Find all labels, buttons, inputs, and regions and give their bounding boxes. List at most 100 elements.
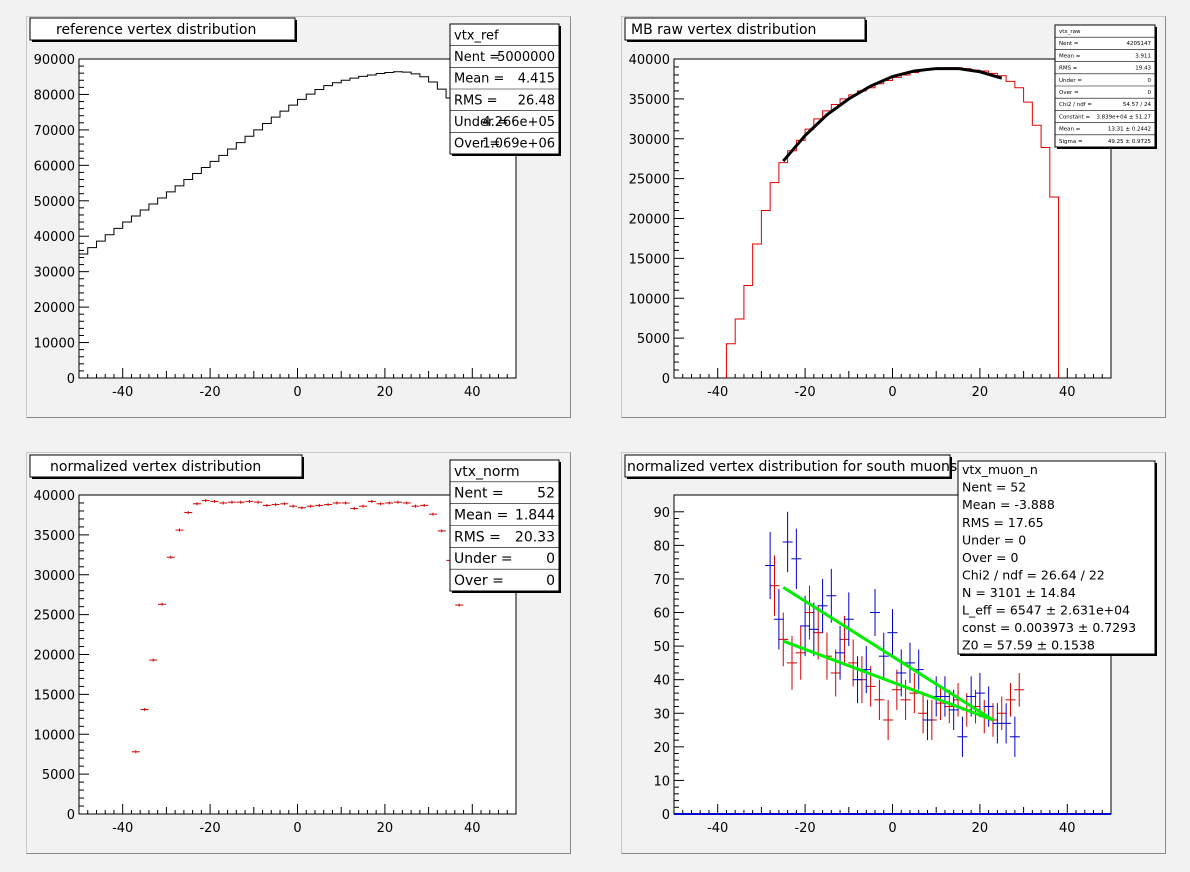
- stats-label: vtx_norm: [454, 464, 520, 480]
- stats-label: Under =: [1059, 78, 1082, 84]
- stats-value: 3.839e+04 ± 51.27: [1096, 114, 1151, 120]
- stats-value: 4205147: [1127, 41, 1152, 47]
- plot-title: normalized vertex distribution for south…: [627, 459, 957, 475]
- stats-value: 1.069e+06: [482, 137, 555, 152]
- x-tick-label: -40: [112, 821, 133, 836]
- y-tick-label: 0: [67, 808, 75, 823]
- chart-p2: 0500010000150002000025000300003500040000…: [624, 17, 1157, 400]
- stats-label: Over = 0: [962, 550, 1018, 565]
- stats-value: 3.911: [1135, 53, 1151, 59]
- stats-value: 5000000: [497, 50, 555, 65]
- stats-value: 0: [546, 551, 555, 567]
- x-tick-label: -40: [112, 385, 133, 400]
- stats-label: L_eff = 6547 ± 2.631e+04: [962, 603, 1130, 618]
- plot-title: normalized vertex distribution: [50, 459, 261, 475]
- stats-label: Over =: [454, 573, 504, 589]
- x-tick-label: 0: [293, 385, 301, 400]
- y-tick-label: 80000: [34, 88, 75, 103]
- y-tick-label: 10000: [629, 292, 670, 307]
- stats-label: Over =: [454, 137, 500, 152]
- x-tick-label: 40: [464, 385, 481, 400]
- stats-label: const = 0.003973 ± 0.7293: [962, 620, 1136, 635]
- x-tick-label: 40: [1059, 821, 1076, 836]
- fit-line: [782, 586, 994, 722]
- stats-value: 1.844: [515, 507, 555, 523]
- chart-p1: 0 10000 20000 30000 40000 50000 60000 70000 8000…: [29, 17, 561, 400]
- fit-curve: [782, 67, 1003, 163]
- y-tick-label: 0: [67, 372, 75, 387]
- stats-label: vtx_ref: [454, 28, 499, 43]
- stats-value: 54.57 / 24: [1123, 102, 1152, 108]
- title-box: [29, 454, 303, 478]
- stats-label: Chi2 / ndf = 26.64 / 22: [962, 567, 1105, 582]
- x-tick-label: -20: [794, 821, 815, 836]
- stats-value: 49.25 ± 0.9725: [1108, 139, 1152, 145]
- title-box: [29, 17, 296, 41]
- x-tick-label: 20: [377, 821, 394, 836]
- stats-label: Mean = -3.888: [962, 497, 1055, 512]
- plot-frame: [78, 494, 517, 815]
- stats-label: Constant =: [1059, 114, 1090, 120]
- y-tick-label: 80: [653, 539, 670, 554]
- y-tick-label: 35000: [629, 93, 670, 108]
- x-tick-label: 0: [293, 821, 301, 836]
- x-tick-label: 0: [888, 821, 896, 836]
- stats-value: 0: [1148, 90, 1152, 96]
- chart-p4: 0 10 20 30 40 50 60 70 80 90 -40 -20 0 20 40 normalized…: [624, 454, 1157, 836]
- stats-label: Z0 = 57.59 ± 0.1538: [962, 638, 1095, 653]
- stats-label: Mean =: [1059, 53, 1081, 59]
- stats-value: 26.48: [518, 93, 555, 108]
- y-tick-label: 90000: [34, 53, 75, 68]
- y-tick-label: 90: [653, 506, 670, 521]
- title-box: [624, 17, 866, 41]
- y-tick-label: 40000: [34, 489, 75, 504]
- stats-value: 52: [537, 486, 555, 502]
- stats-label: Under =: [454, 115, 508, 130]
- stats-value: 19.43: [1135, 66, 1151, 72]
- histogram-line: [725, 67, 1060, 378]
- x-tick-label: -20: [199, 385, 220, 400]
- stats-value: 20.33: [515, 529, 555, 545]
- y-tick-label: 50: [653, 640, 670, 655]
- stats-label: Nent =: [1059, 41, 1079, 47]
- stats-label: Under =: [454, 551, 513, 567]
- stats-label: Over =: [1059, 90, 1079, 96]
- y-tick-label: 10000: [34, 337, 75, 352]
- x-tick-label: 40: [1059, 385, 1076, 400]
- stats-label: RMS =: [454, 93, 498, 108]
- y-tick-label: 15000: [34, 688, 75, 703]
- y-tick-label: 5000: [42, 768, 75, 783]
- stats-label: RMS =: [454, 529, 501, 545]
- stats-value: 4.415: [518, 72, 555, 87]
- plot-frame: [673, 58, 1112, 379]
- x-tick-label: -20: [794, 385, 815, 400]
- y-tick-label: 30000: [34, 569, 75, 584]
- stats-label: Nent = 52: [962, 480, 1026, 495]
- stats-label: Chi2 / ndf =: [1059, 102, 1092, 108]
- stats-label: Sigma =: [1059, 139, 1083, 145]
- chart-p3: 0500010000150002000025000300003500040000…: [29, 454, 561, 836]
- x-tick-label: 0: [888, 385, 896, 400]
- x-tick-label: 40: [464, 821, 481, 836]
- x-tick-label: 20: [972, 821, 989, 836]
- y-tick-label: 0: [662, 808, 670, 823]
- stats-label: Mean =: [1059, 127, 1081, 133]
- y-tick-label: 70: [653, 573, 670, 588]
- y-tick-label: 60000: [34, 159, 75, 174]
- stats-label: Nent =: [454, 50, 500, 65]
- plot-frame: [78, 58, 517, 379]
- y-tick-label: 20: [653, 741, 670, 756]
- y-tick-label: 10: [653, 774, 670, 789]
- y-tick-label: 20000: [629, 213, 670, 228]
- stats-label: Nent =: [454, 486, 504, 502]
- y-tick-label: 40: [653, 674, 670, 689]
- stats-value: 13.31 ± 0.2442: [1108, 127, 1151, 133]
- title-box: [624, 454, 951, 478]
- stats-value: 0: [546, 573, 555, 589]
- x-tick-label: 20: [377, 385, 394, 400]
- x-tick-label: -40: [707, 385, 728, 400]
- stats-label: Under = 0: [962, 532, 1026, 547]
- plot-title: MB raw vertex distribution: [631, 22, 816, 38]
- y-tick-label: 70000: [34, 124, 75, 139]
